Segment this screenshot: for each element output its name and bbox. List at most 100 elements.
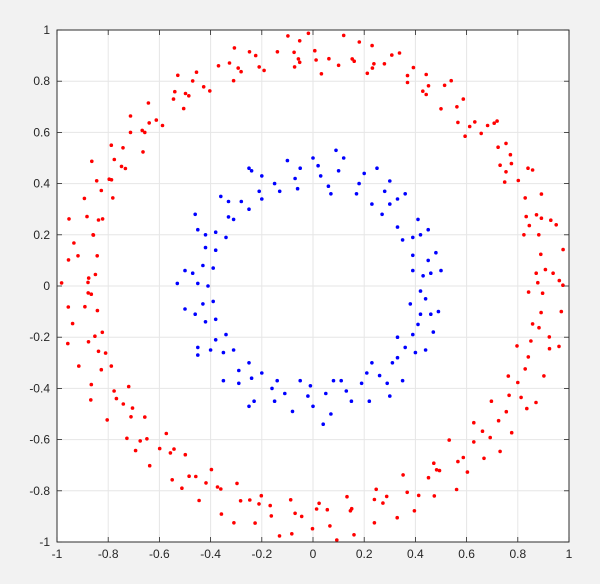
data-point <box>252 399 256 404</box>
data-point <box>412 509 417 513</box>
data-point <box>154 118 159 122</box>
data-point <box>224 235 228 240</box>
data-point <box>526 290 531 294</box>
data-point <box>221 378 226 383</box>
data-point <box>147 121 151 125</box>
data-point <box>370 43 374 48</box>
data-point <box>171 97 176 101</box>
data-point <box>318 174 323 178</box>
data-point <box>82 196 87 201</box>
data-point <box>325 507 330 512</box>
data-point <box>324 391 328 396</box>
data-point <box>194 474 198 479</box>
data-point <box>109 143 114 147</box>
data-point <box>100 217 105 221</box>
data-point <box>526 355 531 359</box>
data-point <box>299 514 304 519</box>
x-tick-label: -0.6 <box>149 547 170 561</box>
data-point <box>431 330 436 334</box>
data-point <box>310 526 315 531</box>
data-point <box>411 235 415 240</box>
data-point <box>504 170 508 174</box>
data-point <box>293 176 297 181</box>
data-point <box>418 312 423 317</box>
data-point <box>411 253 415 258</box>
data-point <box>260 197 264 201</box>
data-point <box>176 73 180 78</box>
data-point <box>352 59 357 63</box>
y-tick-label: 0.8 <box>33 74 50 88</box>
data-point <box>203 320 208 324</box>
x-tick-label: 0.4 <box>407 547 424 561</box>
data-point <box>537 325 541 330</box>
data-point <box>306 394 310 398</box>
data-point <box>400 378 405 383</box>
data-point <box>226 215 231 219</box>
data-point <box>208 348 213 352</box>
data-point <box>551 271 555 276</box>
data-point <box>277 534 282 538</box>
data-point <box>262 68 266 73</box>
data-point <box>370 361 374 365</box>
data-point <box>213 230 218 234</box>
data-point <box>164 431 169 436</box>
data-point <box>190 271 195 276</box>
data-point <box>257 189 262 194</box>
data-point <box>143 415 147 419</box>
data-point <box>344 389 349 393</box>
data-point <box>516 178 521 183</box>
series-1 <box>59 31 565 542</box>
data-point <box>277 189 282 194</box>
data-point <box>432 461 436 466</box>
data-point <box>418 289 423 293</box>
data-point <box>362 171 367 176</box>
data-point <box>187 474 191 479</box>
grid-lines <box>57 30 569 542</box>
data-point <box>99 367 104 372</box>
data-point <box>439 268 443 273</box>
data-point <box>426 227 431 232</box>
data-point <box>436 309 441 314</box>
data-point <box>357 40 362 44</box>
data-point <box>336 63 341 68</box>
data-point <box>334 148 338 153</box>
data-point <box>336 169 341 173</box>
data-point <box>367 399 372 404</box>
data-point <box>125 436 129 441</box>
data-point <box>235 481 239 486</box>
data-point <box>388 202 392 206</box>
data-point <box>93 272 98 277</box>
data-point <box>121 402 126 406</box>
data-point <box>537 233 541 237</box>
data-point <box>86 276 91 280</box>
data-point <box>496 418 501 423</box>
data-point <box>86 340 91 344</box>
x-tick-label: 0 <box>310 547 317 561</box>
data-point <box>411 65 416 70</box>
data-point <box>248 498 252 502</box>
data-point <box>314 507 319 511</box>
data-point <box>100 330 105 335</box>
data-point <box>508 152 513 157</box>
data-point <box>509 430 514 435</box>
data-point <box>519 395 523 400</box>
data-point <box>105 418 109 422</box>
data-point <box>181 106 186 111</box>
x-tick-label: -1 <box>52 547 63 561</box>
data-point <box>168 451 173 455</box>
data-point <box>76 254 80 258</box>
data-point <box>298 166 303 170</box>
data-point <box>95 254 99 258</box>
data-point <box>103 351 108 355</box>
data-point <box>341 33 346 38</box>
data-point <box>183 452 188 457</box>
data-point <box>424 72 429 77</box>
data-point <box>196 353 200 357</box>
data-point <box>375 166 379 170</box>
data-point <box>128 130 133 135</box>
data-point <box>423 297 428 301</box>
data-point <box>140 128 144 133</box>
data-point <box>201 85 206 89</box>
x-tick-label: 0.6 <box>458 547 475 561</box>
data-point <box>365 371 369 375</box>
